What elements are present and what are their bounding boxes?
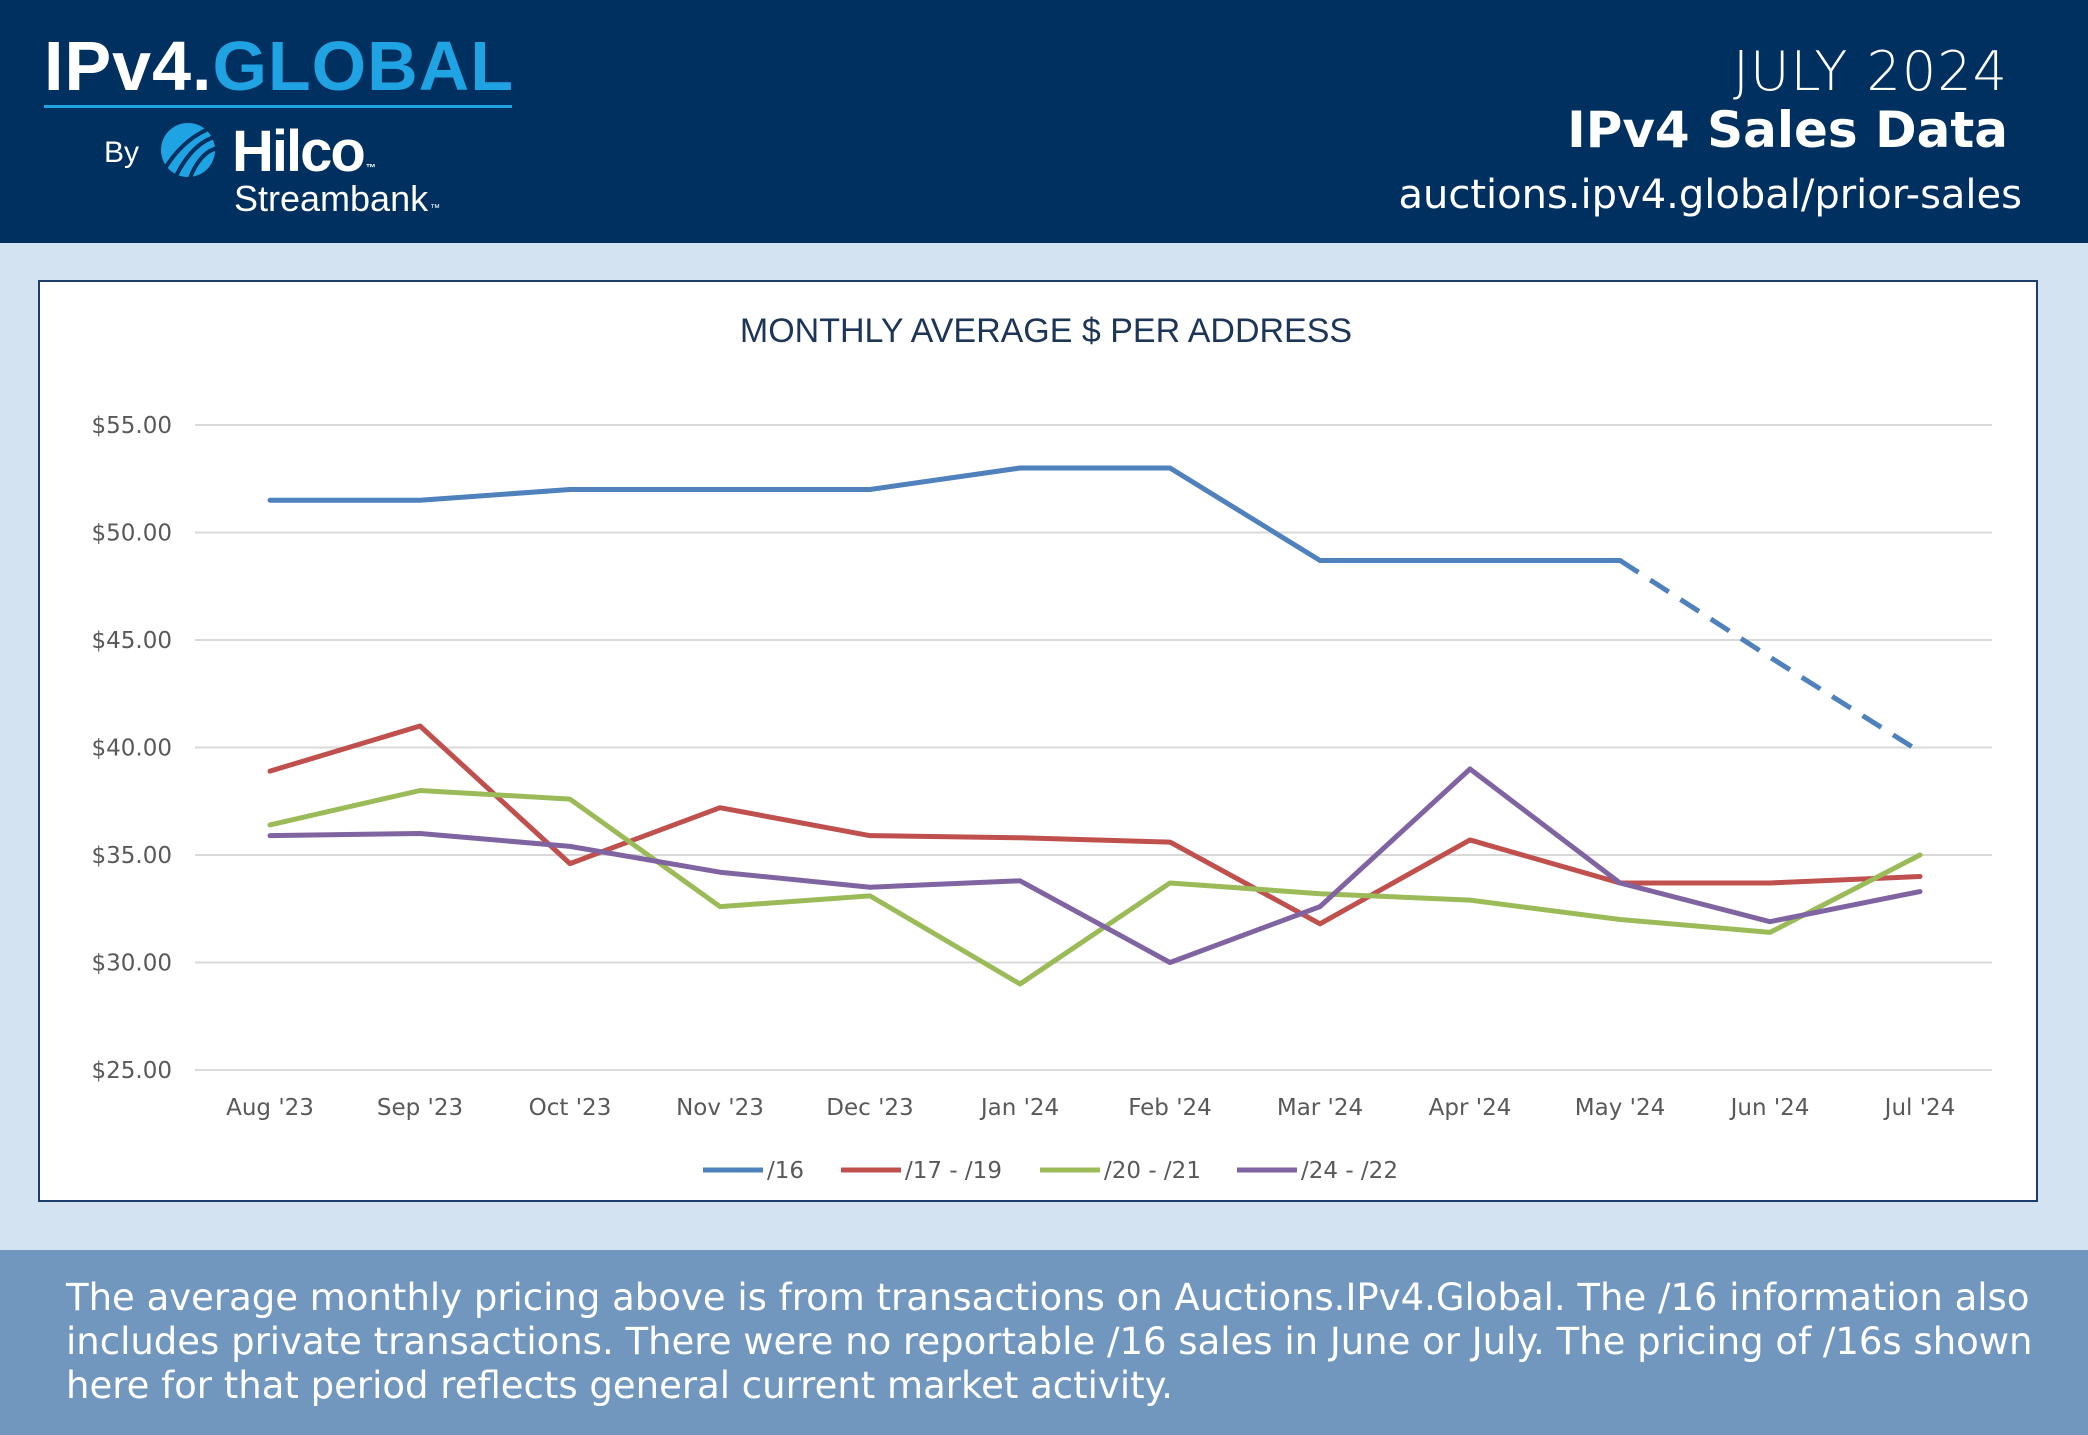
series-24-22	[267, 766, 1923, 965]
y-tick-label: $50.00	[92, 521, 172, 547]
x-tick-label: Sep '23	[377, 1095, 463, 1121]
hilco-wordmark: Hilco ™	[232, 119, 376, 184]
hilco-swoosh-icon	[161, 123, 219, 179]
x-tick-label: Jun '24	[1729, 1095, 1810, 1121]
x-tick-label: Apr '24	[1429, 1095, 1512, 1121]
prior-sales-link[interactable]: auctions.ipv4.global/prior-sales	[1398, 172, 2023, 218]
x-tick-label: Dec '23	[826, 1095, 913, 1121]
x-tick-label: Oct '23	[529, 1095, 612, 1121]
x-tick-label: Feb '24	[1128, 1095, 1212, 1121]
footer-note: The average monthly pricing above is fro…	[66, 1276, 2033, 1407]
streambank-wordmark: Streambank ™	[234, 178, 441, 219]
series-17-19	[267, 723, 1923, 927]
logo-underline	[44, 105, 512, 108]
chart-panel: MONTHLY AVERAGE $ PER ADDRESS $25.00 $30.…	[38, 280, 2038, 1202]
y-tick-label: $55.00	[92, 413, 172, 439]
legend-item: /17 - /19	[841, 1158, 1002, 1184]
series-line	[267, 766, 1923, 965]
x-tick-label: Nov '23	[676, 1095, 764, 1121]
x-tick-label: Aug '23	[226, 1095, 314, 1121]
y-tick-label: $45.00	[92, 628, 172, 654]
legend-item: /24 - /22	[1237, 1158, 1398, 1184]
series-16	[267, 465, 1922, 754]
legend-item: /16	[703, 1158, 804, 1184]
y-tick-label: $35.00	[92, 843, 172, 869]
series-line	[267, 788, 1923, 987]
x-tick-label: Jan '24	[979, 1095, 1059, 1121]
series-line-estimated	[1618, 558, 1922, 754]
series-20-21	[267, 788, 1923, 987]
chart-title: MONTHLY AVERAGE $ PER ADDRESS	[740, 312, 1352, 350]
legend-label: /24 - /22	[1301, 1158, 1398, 1184]
series-line	[267, 465, 1623, 563]
legend-label: /17 - /19	[905, 1158, 1002, 1184]
y-tick-label: $40.00	[92, 736, 172, 762]
x-tick-label: May '24	[1575, 1095, 1665, 1121]
legend-label: /16	[767, 1158, 804, 1184]
y-tick-label: $25.00	[92, 1058, 172, 1084]
x-tick-label: Mar '24	[1277, 1095, 1363, 1121]
ipv4-global-logo[interactable]: IPv4.GLOBAL	[44, 27, 514, 105]
x-tick-label: Jul '24	[1883, 1095, 1956, 1121]
legend-label: /20 - /21	[1104, 1158, 1201, 1184]
logo-by-text: By	[104, 136, 140, 169]
legend-item: /20 - /21	[1040, 1158, 1201, 1184]
report-title: IPv4 Sales Data	[1567, 101, 2008, 159]
footer-note-panel: The average monthly pricing above is fro…	[0, 1250, 2088, 1435]
y-tick-label: $30.00	[92, 951, 172, 977]
header-banner: IPv4.GLOBAL By Hilco ™ Streambank ™ JULY 2…	[0, 0, 2088, 243]
line-chart: MONTHLY AVERAGE $ PER ADDRESS $25.00 $30.…	[92, 312, 1992, 1184]
report-month: JULY 2024	[1733, 40, 2008, 103]
series-line	[267, 723, 1923, 927]
